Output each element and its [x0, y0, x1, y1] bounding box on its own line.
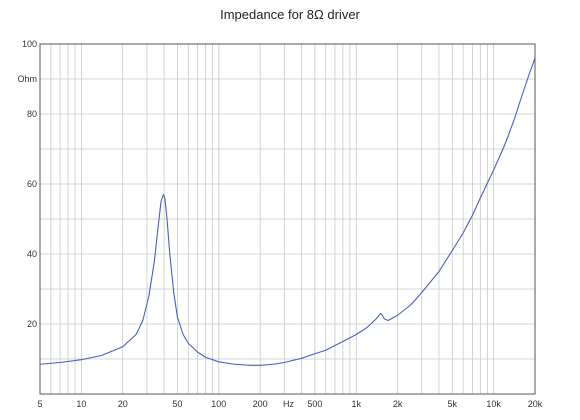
x-tick-label: 20k [528, 399, 543, 409]
y-tick-label: 20 [27, 319, 37, 329]
chart-title: Impedance for 8Ω driver [220, 7, 360, 22]
x-tick-label: 500 [307, 399, 322, 409]
y-tick-label: 100 [22, 39, 37, 49]
x-tick-label: 10 [76, 399, 86, 409]
x-axis-unit-label: Hz [283, 399, 294, 409]
x-tick-label: 2k [393, 399, 403, 409]
impedance-curve [39, 57, 536, 366]
x-tick-label: 1k [351, 399, 361, 409]
x-tick-label: 100 [211, 399, 226, 409]
plot-frame [39, 43, 536, 395]
x-tick-label: 5k [448, 399, 458, 409]
y-tick-label: 60 [27, 179, 37, 189]
x-tick-label: 200 [253, 399, 268, 409]
y-tick-label: 40 [27, 249, 37, 259]
x-tick-label: 5 [37, 399, 42, 409]
x-tick-label: 20 [118, 399, 128, 409]
y-tick-label: 80 [27, 109, 37, 119]
x-tick-label: 50 [172, 399, 182, 409]
y-axis-unit-label: Ohm [17, 74, 37, 84]
x-tick-label: 10k [486, 399, 501, 409]
